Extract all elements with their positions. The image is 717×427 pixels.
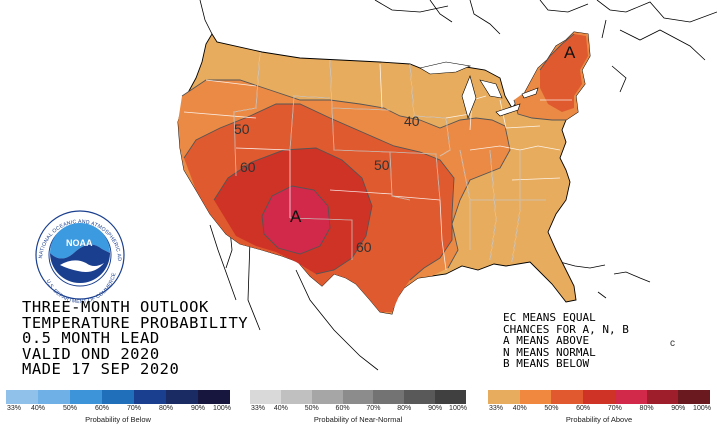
region-above-70-80 (262, 186, 330, 254)
scale-tick-label: 50% (544, 405, 559, 412)
logo-name: NOAA (66, 238, 93, 248)
title-line-4: VALID OND 2020 (22, 344, 160, 363)
legend-note-2: CHANCES FOR A, N, B (503, 322, 629, 336)
scale-tick-label: 33% (488, 405, 504, 412)
legend-note-3: A MEANS ABOVE (503, 334, 590, 347)
scale-tick-label: 60% (335, 405, 350, 412)
region-above-50-60-northeast (540, 34, 588, 112)
scale-tick-label: 33% (250, 405, 266, 412)
noaa-logo: NATIONAL OCEANIC AND ATMOSPHERIC ADMINIS… (35, 210, 125, 305)
contour-label-50-central: 50 (374, 157, 390, 173)
scale-swatch (342, 390, 374, 404)
scale-swatch (435, 390, 466, 404)
scale-tick-label: 40% (30, 405, 46, 412)
scale-tick-label: 90% (671, 405, 686, 412)
scale-swatch (280, 390, 312, 404)
scale-above-ticks: 33% 40% 50% 60% 70% 80% 90% 100% (488, 404, 711, 414)
title-line-2: TEMPERATURE PROBABILITY (22, 313, 249, 332)
contour-label-40-east: 40 (404, 113, 420, 129)
scale-near-normal-label: Probability of Near-Normal (313, 415, 403, 424)
scale-swatch (6, 390, 38, 404)
stray-mark: c (670, 338, 675, 349)
scale-tick-label: 60% (576, 405, 591, 412)
scale-tick-label: 80% (158, 405, 174, 412)
scale-swatch (250, 390, 281, 404)
great-lakes (419, 61, 539, 119)
scale-tick-label: 70% (366, 405, 381, 412)
scale-above: 33% 40% 50% 60% 70% 80% 90% 100% Probability of… (488, 390, 711, 424)
state-borders-dark (233, 51, 546, 263)
contour-label-50-west: 50 (234, 121, 250, 137)
scale-above-swatches (488, 390, 710, 404)
scale-swatch (102, 390, 134, 404)
scale-tick-label: 80% (397, 405, 412, 412)
scale-tick-label: 70% (607, 405, 622, 412)
scale-tick-label: 70% (126, 405, 142, 412)
legend-notes: EC MEANS EQUAL CHANCES FOR A, N, B A MEA… (503, 312, 629, 370)
scale-swatch (198, 390, 230, 404)
scale-tick-label: 40% (512, 405, 527, 412)
scale-swatch (488, 390, 520, 404)
scale-tick-label: 50% (304, 405, 319, 412)
scale-swatch (404, 390, 436, 404)
scale-below-label: Probability of Below (85, 415, 151, 424)
scale-below-ticks: 33% 40% 50% 60% 70% 80% 90% 100% (6, 404, 231, 414)
scale-swatch (38, 390, 70, 404)
title-line-1: THREE-MONTH OUTLOOK (22, 298, 209, 316)
scale-near-normal-swatches (250, 390, 466, 404)
scale-tick-label: 50% (62, 405, 78, 412)
legend-note-1: EC MEANS EQUAL (503, 311, 596, 324)
scale-swatch (519, 390, 552, 404)
scale-below-swatches (6, 390, 230, 404)
scale-above-label: Probability of Above (565, 415, 633, 424)
scale-below: 33% 40% 50% 60% 70% 80% 90% 100% Probability of… (6, 390, 231, 424)
scale-swatch (551, 390, 584, 404)
outlook-title-block: THREE-MONTH OUTLOOK TEMPERATURE PROBABIL… (22, 298, 249, 378)
scale-swatch (646, 390, 679, 404)
scale-tick-label: 90% (428, 405, 443, 412)
contour-label-60-west: 60 (240, 159, 256, 175)
scale-tick-label: 60% (94, 405, 110, 412)
legend-note-5: B MEANS BELOW (503, 357, 590, 370)
scale-swatch (614, 390, 647, 404)
title-line-3: 0.5 MONTH LEAD (22, 329, 160, 347)
scale-swatch (373, 390, 405, 404)
scale-near-normal-ticks: 33% 40% 50% 60% 70% 80% 90% 100% (250, 404, 467, 414)
scale-tick-label: 100% (449, 405, 467, 412)
scale-swatch (678, 390, 710, 404)
scale-swatch (134, 390, 166, 404)
legend-note-4: N MEANS NORMAL (503, 345, 596, 359)
scale-tick-label: 40% (273, 405, 288, 412)
scale-swatch (311, 390, 343, 404)
scale-swatch (583, 390, 615, 404)
scale-tick-label: 90% (190, 405, 206, 412)
scale-tick-label: 100% (693, 405, 711, 412)
state-borders (183, 51, 572, 271)
area-letter-northeast: A (564, 43, 576, 62)
scale-tick-label: 33% (6, 405, 22, 412)
scale-near-normal: 33% 40% 50% 60% 70% 80% 90% 100% Probability of… (250, 390, 467, 424)
contour-label-60-south: 60 (356, 239, 372, 255)
scale-tick-label: 100% (213, 405, 231, 412)
area-letter-southwest: A (290, 207, 302, 226)
scale-swatch (70, 390, 102, 404)
scale-tick-label: 80% (639, 405, 654, 412)
scale-swatch (166, 390, 198, 404)
title-line-5: MADE 17 SEP 2020 (22, 360, 180, 378)
